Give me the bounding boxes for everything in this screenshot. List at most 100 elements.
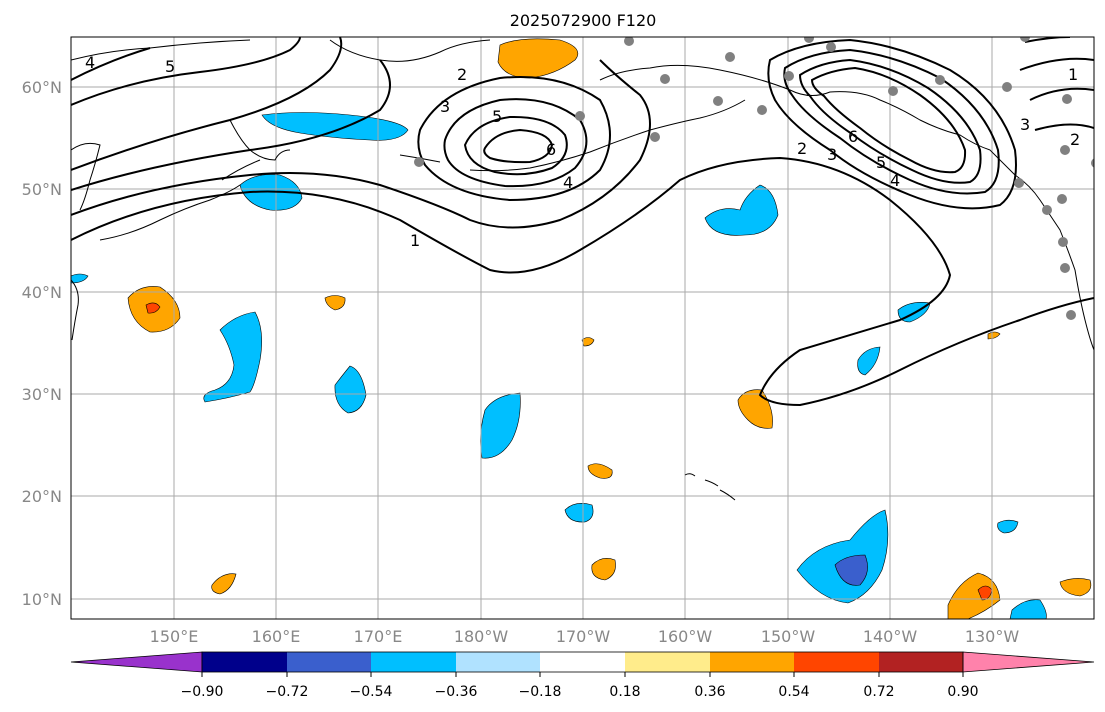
station-marker xyxy=(1091,158,1094,168)
colorbar-segment xyxy=(287,652,371,672)
region-neg-4 xyxy=(203,311,262,403)
colorbar-label: −0.36 xyxy=(435,684,478,700)
colorbar-extend-low xyxy=(70,651,203,673)
contour-label: 3 xyxy=(440,97,450,116)
contour-low-ring-mid xyxy=(443,98,588,188)
colorbar-segment xyxy=(371,652,456,672)
lon-label: 140°W xyxy=(863,627,918,646)
lon-label: 160°E xyxy=(252,627,301,646)
map-frame xyxy=(70,36,1095,620)
station-markers xyxy=(414,37,1094,320)
coastline-canada-west xyxy=(1014,174,1094,351)
contour-east-edge-2 xyxy=(1029,87,1094,101)
station-marker xyxy=(1020,37,1030,42)
region-neg-13 xyxy=(1009,599,1047,619)
station-marker xyxy=(1066,310,1076,320)
region-neg-9 xyxy=(564,503,594,523)
region-pos-8 xyxy=(591,558,616,581)
region-neg-12 xyxy=(997,519,1019,534)
lon-label: 180°W xyxy=(454,627,509,646)
contour-label: 2 xyxy=(457,65,467,84)
lat-label: 20°N xyxy=(22,487,62,506)
station-marker xyxy=(804,37,814,43)
contour-line-4-west xyxy=(71,37,343,171)
colorbar-labels: −0.90 −0.72 −0.54 −0.36 −0.18 0.18 0.36 … xyxy=(181,684,979,700)
station-marker xyxy=(826,42,836,52)
contour-east-ring-core xyxy=(810,66,967,174)
station-marker xyxy=(784,71,794,81)
colorbar-segment xyxy=(710,652,794,672)
colorbar-label: −0.18 xyxy=(519,684,562,700)
station-marker xyxy=(1060,145,1070,155)
contour-label: 3 xyxy=(1020,115,1030,134)
station-marker xyxy=(888,86,898,96)
colorbar-label: 0.54 xyxy=(778,684,809,700)
station-marker xyxy=(1057,194,1067,204)
region-neg-1 xyxy=(261,112,409,141)
lat-label: 10°N xyxy=(22,590,62,609)
region-neg-8 xyxy=(857,346,881,376)
lon-label: 170°E xyxy=(354,627,403,646)
colorbar-segment xyxy=(540,652,625,672)
region-pos-3 xyxy=(145,302,161,314)
station-marker xyxy=(1060,263,1070,273)
coastline-siberia-north xyxy=(329,39,491,62)
contour-label: 2 xyxy=(797,139,807,158)
colorbar-segment xyxy=(625,652,710,672)
colorbar-label: 0.90 xyxy=(947,684,978,700)
station-marker xyxy=(575,111,585,121)
region-neg-3 xyxy=(704,184,779,236)
contour-label: 1 xyxy=(1068,65,1078,84)
contour-labels: 4 5 2 3 5 6 4 1 2 3 6 5 4 1 3 2 xyxy=(85,53,1080,250)
longitude-labels: 150°E 160°E 170°E 180°W 170°W 160°W 150°… xyxy=(150,627,1020,646)
contour-line-far-nw xyxy=(71,47,151,81)
colorbar-segment xyxy=(202,652,287,672)
figure-title: 2025072900 F120 xyxy=(510,11,657,30)
lat-label: 50°N xyxy=(22,180,62,199)
contour-label: 2 xyxy=(1070,130,1080,149)
contour-east-edge-3 xyxy=(1034,123,1094,131)
contour-label: 4 xyxy=(85,53,95,72)
colorbar-label: −0.54 xyxy=(350,684,393,700)
lat-label: 60°N xyxy=(22,78,62,97)
colorbar-extend-high xyxy=(962,651,1095,673)
region-pos-9 xyxy=(211,573,237,595)
contour-line-1-west xyxy=(71,156,1094,407)
latitude-labels: 10°N 20°N 30°N 40°N 50°N 60°N xyxy=(22,78,62,609)
contour-label: 6 xyxy=(848,127,858,146)
station-marker xyxy=(1042,205,1052,215)
colorbar-segment xyxy=(456,652,540,672)
contour-label: 1 xyxy=(410,231,420,250)
colorbar-label: 0.18 xyxy=(609,684,640,700)
station-marker xyxy=(935,75,945,85)
coastline-kuril-islands xyxy=(99,184,241,241)
region-pos-7 xyxy=(587,463,613,479)
colorbar: −0.90 −0.72 −0.54 −0.36 −0.18 0.18 0.36 … xyxy=(70,651,1095,700)
region-pos-4 xyxy=(324,295,346,311)
station-marker xyxy=(1014,178,1024,188)
lat-label: 30°N xyxy=(22,385,62,404)
contour-label: 5 xyxy=(165,57,175,76)
station-marker xyxy=(757,105,767,115)
contour-low-ring-inner xyxy=(463,115,568,176)
region-pos-12 xyxy=(1059,578,1092,597)
colorbar-outline xyxy=(201,651,964,673)
station-marker xyxy=(1002,82,1012,92)
coastline-japan xyxy=(71,279,79,341)
station-marker xyxy=(713,96,723,106)
colorbar-label: 0.72 xyxy=(863,684,894,700)
region-pos-5 xyxy=(581,337,595,347)
contour-lines xyxy=(71,37,1094,407)
coastline-hawaii xyxy=(684,473,736,501)
map-area: 4 5 2 3 5 6 4 1 2 3 6 5 4 1 3 2 xyxy=(71,37,1094,619)
contour-low-ring-core xyxy=(483,128,554,164)
lon-label: 160°W xyxy=(658,627,713,646)
colorbar-label: −0.90 xyxy=(181,684,224,700)
lat-label: 40°N xyxy=(22,283,62,302)
region-pos-10 xyxy=(947,572,1001,619)
contour-label: 6 xyxy=(546,140,556,159)
contour-line-2-west xyxy=(71,59,651,229)
contour-east-edge-1 xyxy=(1019,57,1094,71)
station-marker xyxy=(1058,237,1068,247)
